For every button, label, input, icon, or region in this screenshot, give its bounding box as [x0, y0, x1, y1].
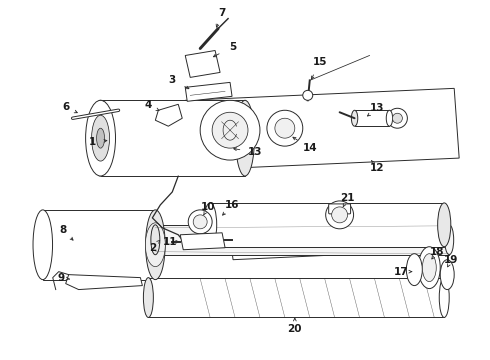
Circle shape — [388, 108, 407, 128]
Polygon shape — [148, 278, 444, 318]
Ellipse shape — [97, 128, 104, 148]
Ellipse shape — [439, 278, 449, 318]
Polygon shape — [185, 82, 232, 101]
Polygon shape — [210, 203, 444, 247]
Ellipse shape — [91, 100, 110, 176]
Text: 6: 6 — [62, 102, 69, 112]
Text: 8: 8 — [59, 225, 66, 235]
Circle shape — [188, 210, 212, 234]
Polygon shape — [155, 104, 182, 126]
FancyBboxPatch shape — [329, 204, 350, 214]
Circle shape — [200, 100, 260, 160]
Polygon shape — [155, 225, 449, 255]
Ellipse shape — [146, 210, 165, 280]
Ellipse shape — [146, 223, 165, 267]
Text: 10: 10 — [201, 202, 216, 212]
Circle shape — [267, 110, 303, 146]
Polygon shape — [355, 110, 390, 126]
Circle shape — [303, 90, 313, 100]
Polygon shape — [185, 50, 220, 77]
Text: 19: 19 — [444, 255, 458, 265]
Polygon shape — [100, 100, 245, 176]
Text: 7: 7 — [219, 8, 226, 18]
Circle shape — [326, 201, 354, 229]
Text: 18: 18 — [430, 247, 444, 257]
Circle shape — [275, 118, 295, 138]
Text: 13: 13 — [370, 103, 385, 113]
Circle shape — [392, 113, 402, 123]
Ellipse shape — [386, 110, 392, 126]
Text: 5: 5 — [229, 41, 237, 51]
Circle shape — [193, 215, 207, 229]
Ellipse shape — [445, 225, 454, 255]
Ellipse shape — [236, 100, 254, 176]
Text: 16: 16 — [225, 200, 239, 210]
Text: 11: 11 — [163, 237, 177, 247]
Ellipse shape — [440, 260, 454, 289]
Ellipse shape — [203, 203, 217, 247]
Text: 9: 9 — [57, 273, 64, 283]
Text: 2: 2 — [149, 243, 156, 253]
Polygon shape — [43, 210, 155, 280]
Ellipse shape — [151, 225, 160, 255]
Text: 17: 17 — [394, 267, 409, 276]
Ellipse shape — [33, 210, 52, 280]
Ellipse shape — [406, 254, 422, 285]
Polygon shape — [180, 233, 225, 250]
Polygon shape — [185, 88, 459, 170]
Text: 20: 20 — [288, 324, 302, 334]
Text: 15: 15 — [313, 58, 327, 67]
Circle shape — [332, 207, 347, 223]
Ellipse shape — [92, 115, 110, 161]
Ellipse shape — [418, 247, 440, 289]
Text: 4: 4 — [145, 100, 152, 110]
Polygon shape — [66, 275, 143, 289]
Ellipse shape — [86, 100, 116, 176]
Text: 21: 21 — [341, 193, 355, 203]
Ellipse shape — [438, 203, 451, 247]
Text: 1: 1 — [89, 137, 96, 147]
Ellipse shape — [351, 110, 358, 126]
Text: 12: 12 — [370, 163, 385, 173]
Text: 3: 3 — [169, 75, 176, 85]
Ellipse shape — [144, 278, 153, 318]
Polygon shape — [228, 210, 449, 260]
Circle shape — [212, 112, 248, 148]
Text: 14: 14 — [302, 143, 317, 153]
Ellipse shape — [422, 254, 436, 282]
Text: 13: 13 — [248, 147, 262, 157]
